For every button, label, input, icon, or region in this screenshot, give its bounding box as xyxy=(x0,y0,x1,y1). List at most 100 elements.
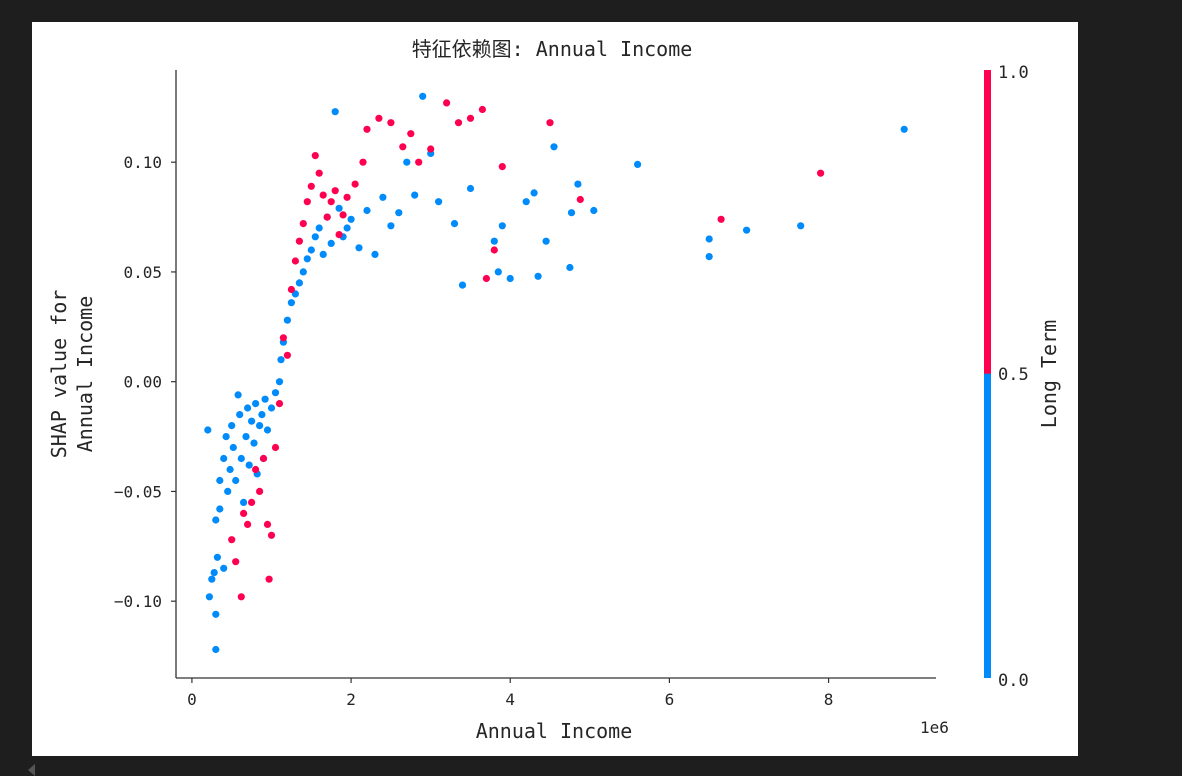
data-point xyxy=(295,237,303,245)
data-point xyxy=(279,334,287,342)
data-point xyxy=(283,351,291,359)
data-point xyxy=(498,222,506,230)
data-point xyxy=(403,158,411,166)
data-point xyxy=(490,246,498,254)
x-tick-label: 4 xyxy=(505,690,515,709)
data-point xyxy=(228,422,236,430)
data-point xyxy=(407,130,415,138)
colorbar-label: Long Term xyxy=(1037,320,1061,428)
data-point xyxy=(267,531,276,539)
data-point xyxy=(717,215,725,223)
data-point xyxy=(248,498,256,506)
data-point xyxy=(229,443,237,452)
scroll-arrow-icon xyxy=(28,764,35,776)
x-offset-label: 1e6 xyxy=(920,718,949,737)
data-point xyxy=(258,411,266,419)
data-point xyxy=(387,119,395,127)
y-axis-label-line2: Annual Income xyxy=(73,296,97,453)
data-point xyxy=(287,299,295,307)
data-point xyxy=(339,211,347,219)
data-point xyxy=(216,476,224,485)
data-point xyxy=(590,206,598,215)
data-point xyxy=(307,246,315,254)
colorbar-tick-high: 1.0 xyxy=(998,63,1029,83)
data-point xyxy=(576,195,584,204)
data-point xyxy=(542,237,550,245)
data-point xyxy=(327,198,335,206)
data-point xyxy=(232,558,240,566)
data-point xyxy=(443,99,451,107)
data-point xyxy=(478,105,486,114)
data-point xyxy=(427,145,435,153)
scatter-points xyxy=(204,92,908,654)
data-point xyxy=(224,487,232,495)
data-point xyxy=(415,158,423,166)
data-point xyxy=(220,454,228,463)
data-point xyxy=(242,433,250,441)
y-tick-label: −0.10 xyxy=(114,592,162,611)
data-point xyxy=(244,404,252,412)
data-point xyxy=(204,426,212,434)
data-point xyxy=(250,439,258,447)
data-point xyxy=(705,235,713,243)
colorbar xyxy=(984,70,991,678)
data-point xyxy=(228,536,236,544)
data-point xyxy=(271,443,280,452)
x-tick-label: 8 xyxy=(824,690,834,709)
data-point xyxy=(259,454,268,463)
data-point xyxy=(237,454,245,463)
data-point xyxy=(265,575,273,583)
data-point xyxy=(566,263,574,272)
data-point xyxy=(522,198,530,206)
data-point xyxy=(343,224,351,232)
data-point xyxy=(205,593,213,601)
data-point xyxy=(311,152,319,160)
data-point xyxy=(466,184,475,193)
data-point xyxy=(359,158,367,166)
data-point xyxy=(277,356,285,364)
data-point xyxy=(212,610,220,618)
data-point xyxy=(335,204,343,212)
data-point xyxy=(303,255,311,263)
data-point xyxy=(331,108,339,116)
data-point xyxy=(419,92,427,100)
data-point xyxy=(240,498,248,506)
data-point xyxy=(315,224,323,232)
data-point xyxy=(226,465,234,474)
data-point xyxy=(900,125,908,133)
data-point xyxy=(355,244,363,252)
x-axis-ticks: 0 2 4 6 8 xyxy=(187,678,833,709)
data-point xyxy=(319,191,327,199)
data-point xyxy=(395,209,403,217)
data-point xyxy=(574,180,582,188)
data-point xyxy=(263,426,272,434)
data-point xyxy=(299,268,307,276)
data-point xyxy=(343,193,351,201)
data-point xyxy=(299,220,307,228)
data-point xyxy=(311,233,319,241)
y-tick-label: −0.05 xyxy=(114,482,162,501)
data-point xyxy=(567,209,576,217)
data-point xyxy=(363,125,371,133)
data-point xyxy=(271,389,280,397)
data-point xyxy=(208,575,216,583)
x-tick-label: 0 xyxy=(187,690,197,709)
data-point xyxy=(347,215,355,223)
data-point xyxy=(319,250,327,258)
y-tick-label: 0.10 xyxy=(123,153,162,172)
data-point xyxy=(327,239,335,247)
data-point xyxy=(454,119,463,127)
data-point xyxy=(256,487,264,495)
data-point xyxy=(291,257,299,265)
data-point xyxy=(210,569,218,577)
colorbar-tick-mid: 0.5 xyxy=(998,365,1029,385)
data-point xyxy=(530,189,538,197)
data-point xyxy=(248,417,256,425)
data-point xyxy=(307,182,315,190)
data-point xyxy=(315,169,323,177)
data-point xyxy=(275,378,284,386)
data-point xyxy=(351,180,359,188)
x-tick-label: 2 xyxy=(346,690,356,709)
dependence-plot: 特征依赖图: Annual Income 0 2 4 6 8 −0.10 −0.05 0.0… xyxy=(47,37,1061,743)
data-point xyxy=(212,516,220,524)
